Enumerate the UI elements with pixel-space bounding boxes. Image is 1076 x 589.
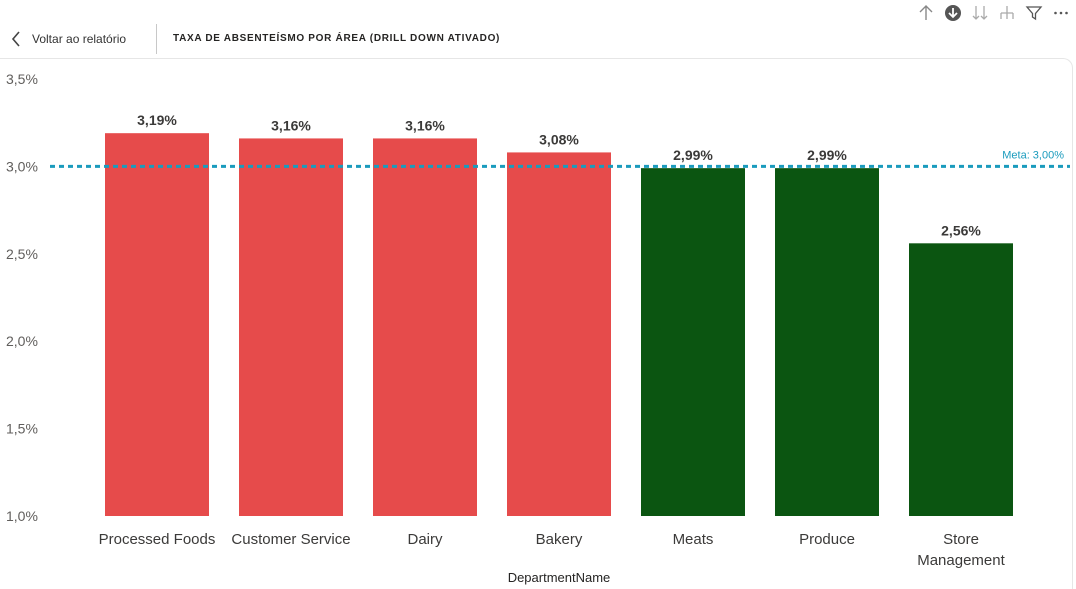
back-to-report-button[interactable]: Voltar ao relatório [10,26,126,52]
x-category-label: Meats [673,531,714,548]
x-category-label: Dairy [407,531,443,548]
more-options-icon[interactable] [1050,3,1072,23]
bar[interactable] [105,133,209,517]
x-category-label: Processed Foods [99,531,216,548]
y-tick-label: 2,0% [6,333,38,349]
y-tick-label: 3,5% [6,71,38,87]
visual-header: Voltar ao relatório TAXA DE ABSENTEÍSMO … [0,0,1076,60]
bar[interactable] [239,138,343,516]
bar[interactable] [373,138,477,516]
drill-down-circle-icon[interactable] [942,3,964,23]
data-label: 2,99% [673,147,713,163]
expand-hierarchy-icon[interactable] [996,3,1018,23]
data-label: 3,08% [539,131,579,147]
data-label: 2,99% [807,147,847,163]
x-category-label: Store [943,531,979,548]
header-divider [156,24,157,54]
visual-toolbar [910,3,1072,23]
x-axis-title: DepartmentName [508,570,611,585]
visual-title: TAXA DE ABSENTEÍSMO POR ÁREA (DRILL DOWN… [173,33,501,44]
bar[interactable] [641,168,745,516]
y-tick-label: 3,0% [6,158,38,174]
data-label: 3,19% [137,112,177,128]
x-category-label: Management [917,552,1005,569]
double-arrow-down-icon[interactable] [969,3,991,23]
filter-icon[interactable] [1023,3,1045,23]
data-label: 3,16% [271,117,311,133]
x-category-label: Produce [799,531,855,548]
plot-frame [0,58,1073,589]
back-to-report-label: Voltar ao relatório [32,32,127,46]
chevron-left-icon [11,31,20,47]
y-tick-label: 1,0% [6,508,38,524]
data-label: 2,56% [941,222,981,238]
x-category-label: Bakery [536,531,583,548]
bar[interactable] [507,152,611,516]
bar[interactable] [909,243,1013,516]
data-label: 3,16% [405,117,445,133]
target-line-label: Meta: 3,00% [1002,149,1064,161]
y-tick-label: 2,5% [6,246,38,262]
x-category-label: Customer Service [231,531,350,548]
bar[interactable] [775,168,879,516]
y-tick-label: 1,5% [6,421,38,437]
arrow-up-icon[interactable] [915,3,937,23]
